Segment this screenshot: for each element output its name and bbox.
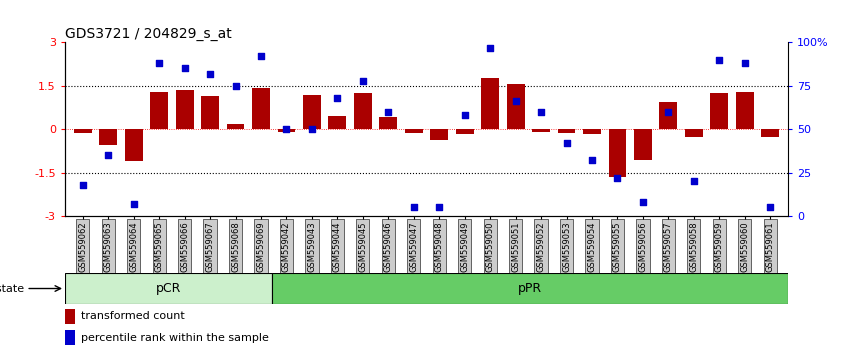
Bar [354, 93, 372, 129]
Point [534, 109, 548, 115]
Bar [379, 117, 397, 129]
Point [356, 78, 370, 84]
Bar [761, 129, 779, 137]
Bar [303, 95, 320, 129]
Bar [507, 84, 525, 129]
Point [76, 182, 90, 188]
Point [229, 83, 242, 89]
Point [280, 126, 294, 132]
Point [407, 204, 421, 210]
Bar [634, 129, 652, 160]
Point [585, 158, 599, 163]
Bar [278, 129, 295, 132]
Text: percentile rank within the sample: percentile rank within the sample [81, 332, 268, 343]
Bar [533, 129, 550, 132]
Text: disease state: disease state [0, 284, 23, 293]
Point [178, 66, 191, 72]
Bar [150, 92, 168, 129]
Point [483, 45, 497, 51]
Bar [328, 116, 346, 129]
Point [254, 53, 268, 59]
Point [662, 109, 675, 115]
Bar [176, 90, 193, 129]
Bar [558, 129, 575, 133]
Bar [405, 129, 423, 133]
Bar [227, 124, 244, 129]
Bar [100, 129, 117, 145]
Bar [583, 129, 601, 133]
Point [204, 71, 217, 76]
Bar [252, 88, 270, 129]
Bar [430, 129, 448, 140]
Point [611, 175, 624, 181]
Bar [65, 330, 74, 345]
Point [432, 204, 446, 210]
Point [508, 99, 522, 104]
Text: pPR: pPR [518, 282, 542, 295]
Point [636, 199, 650, 205]
Point [763, 204, 777, 210]
Bar [710, 93, 728, 129]
Text: pCR: pCR [156, 282, 181, 295]
Point [331, 95, 345, 101]
Bar [74, 129, 92, 133]
Bar [609, 129, 626, 177]
Bar [272, 273, 788, 304]
Point [152, 61, 166, 66]
Bar [65, 309, 74, 324]
Point [126, 201, 140, 207]
Point [738, 61, 752, 66]
Bar [456, 129, 474, 135]
Point [559, 140, 573, 146]
Point [305, 126, 319, 132]
Point [381, 109, 395, 115]
Text: transformed count: transformed count [81, 311, 184, 321]
Bar [660, 102, 677, 129]
Bar [201, 96, 219, 129]
Bar [736, 92, 753, 129]
Point [687, 178, 701, 184]
Bar [125, 129, 143, 161]
Point [713, 57, 727, 63]
Point [458, 113, 472, 118]
Bar [481, 78, 499, 129]
Point [101, 152, 115, 158]
Bar [65, 273, 272, 304]
Text: GDS3721 / 204829_s_at: GDS3721 / 204829_s_at [65, 28, 232, 41]
Bar [685, 129, 703, 137]
